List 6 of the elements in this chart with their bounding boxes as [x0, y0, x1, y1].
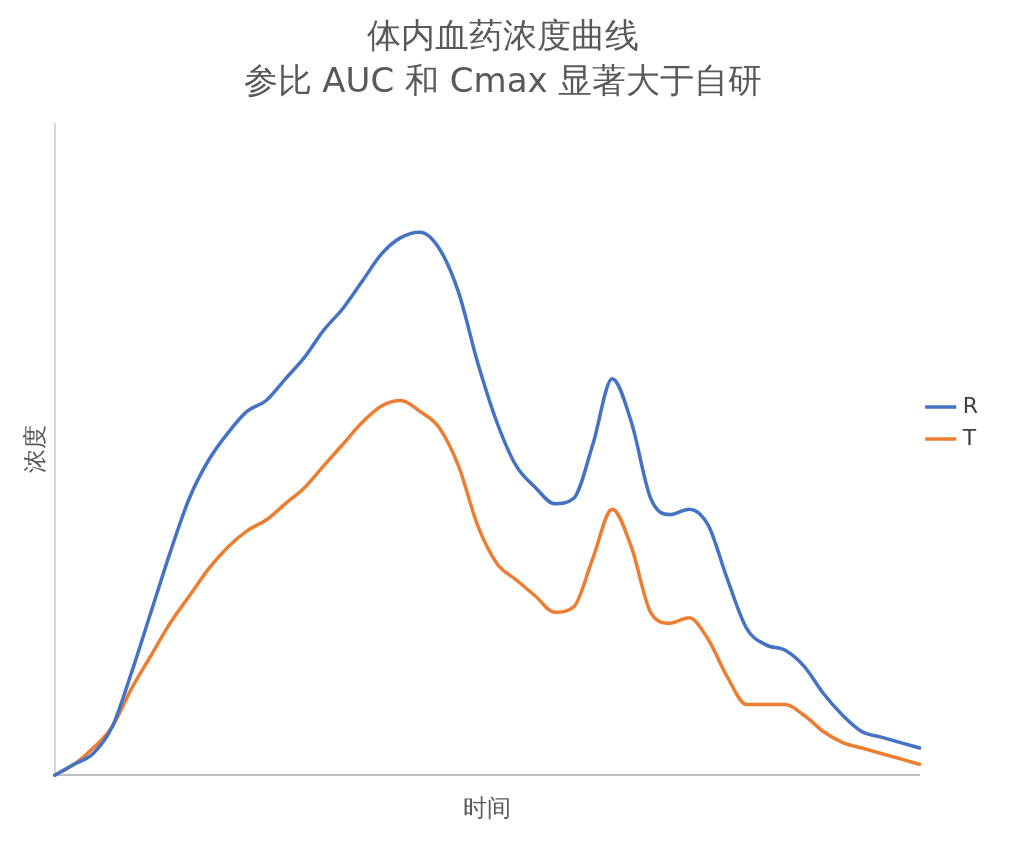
x-axis-title: 时间 [463, 793, 512, 822]
chart-title: 体内血药浓度曲线 [367, 15, 639, 56]
chart-subtitle: 参比 AUC 和 Cmax 显著大于自研 [243, 60, 763, 101]
y-axis-title: 浓度 [20, 425, 49, 474]
legend-label: T [961, 424, 977, 450]
legend-label: R [962, 392, 979, 418]
